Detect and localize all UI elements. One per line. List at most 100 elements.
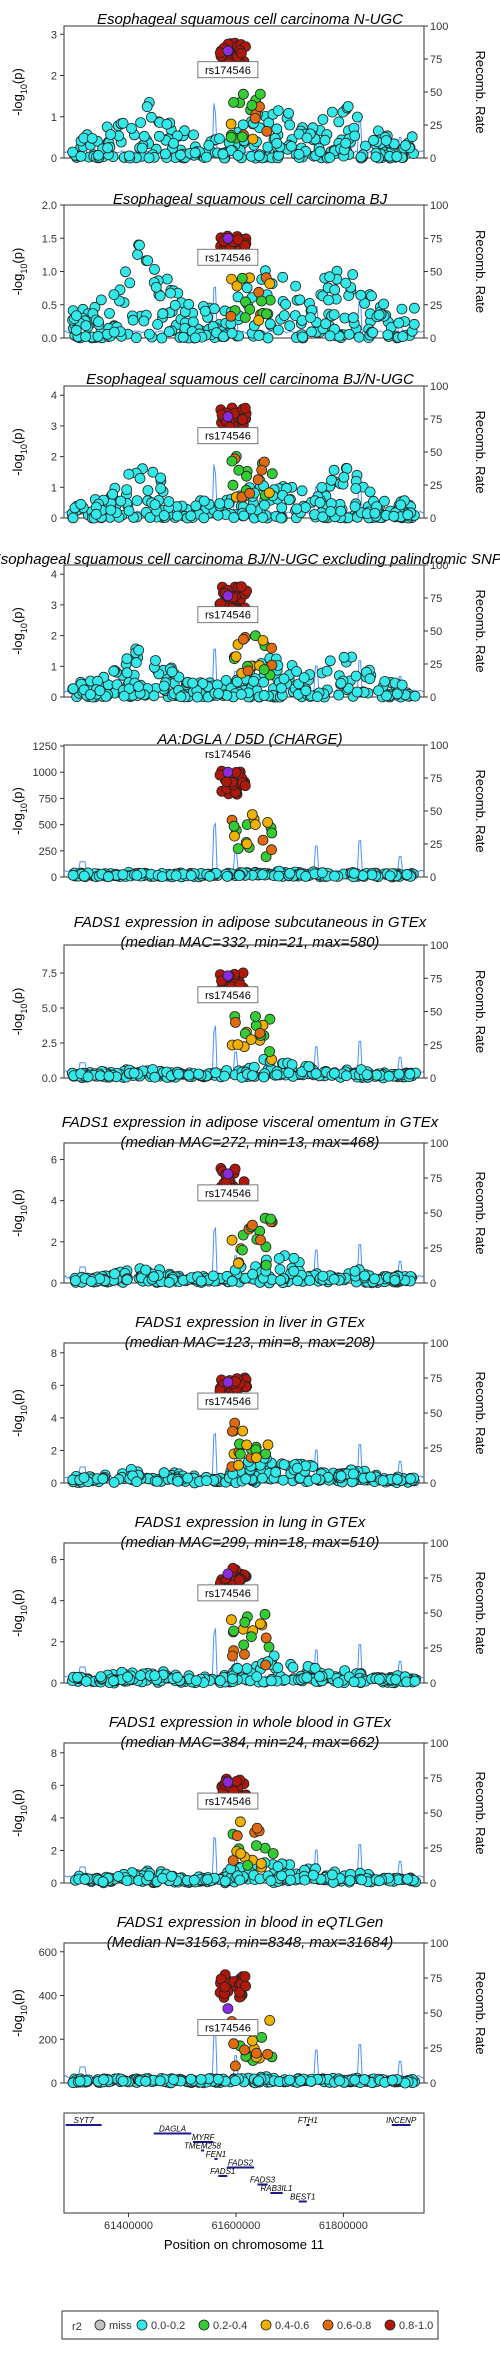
snp-point-r2-low — [143, 328, 155, 340]
y-tick-label: 3 — [51, 600, 57, 612]
snp-point-r2-low — [285, 140, 297, 152]
snp-point-r2-low — [97, 1876, 109, 1888]
snp-point-r2-low — [94, 685, 106, 697]
snp-point-r2-low — [75, 498, 87, 510]
panel-8: FADS1 expression in lung in GTEx(median … — [10, 1514, 488, 1690]
snp-point-r2-low — [82, 1071, 94, 1083]
snp-point-r2-low — [138, 315, 150, 327]
snp-point-r2-low — [105, 504, 117, 516]
snp-point-r2-low — [259, 499, 270, 511]
snp-point-r2-low — [231, 676, 243, 688]
y-axis-title: -log10(p) — [10, 988, 29, 1036]
snp-point-r2-high — [232, 234, 244, 246]
recomb-tick-label: 100 — [430, 1138, 448, 1150]
recomb-tick-label: 25 — [430, 839, 442, 851]
snp-point-r2-low — [373, 685, 384, 696]
lead-snp-label: rs174546 — [205, 610, 251, 622]
snp-point-r2-low — [177, 331, 189, 343]
snp-point-r2-low — [364, 673, 376, 685]
snp-point-r2-low — [340, 1070, 352, 1082]
snp-point-r2-mid — [256, 464, 268, 476]
snp-point-r2-low — [400, 140, 411, 151]
legend-title: r2 — [72, 2321, 82, 2333]
y-tick-label: 6 — [51, 1380, 57, 1392]
recomb-tick-label: 50 — [430, 2008, 442, 2020]
y-tick-label: 1.0 — [42, 267, 57, 279]
recomb-tick-label: 50 — [430, 447, 442, 459]
recomb-tick-label: 100 — [430, 1538, 448, 1550]
snp-point-r2-mid — [249, 112, 261, 124]
snp-point-r2-high — [235, 581, 247, 592]
y-tick-label: 2 — [51, 71, 57, 83]
snp-point-r2-low — [172, 1475, 184, 1487]
snp-point-r2-low — [305, 2075, 317, 2087]
snp-point-r2-low — [156, 871, 168, 882]
y-axis-title: -log10(p) — [10, 1589, 29, 1637]
snp-point-r2-low — [201, 1475, 212, 1487]
snp-point-r2-low — [379, 676, 391, 687]
recomb-tick-label: 100 — [430, 1338, 448, 1350]
snp-point-r2-low — [317, 511, 329, 523]
snp-point-r2-mid — [237, 633, 249, 645]
snp-point-r2-low — [214, 1675, 226, 1686]
legend-label: 0.6-0.8 — [337, 2320, 371, 2332]
y-tick-label: 2 — [51, 1237, 57, 1249]
snp-point-r2-low — [369, 1273, 380, 1285]
snp-point-r2-low — [367, 327, 379, 338]
recomb-tick-label: 25 — [430, 2043, 442, 2055]
snp-point-r2-low — [163, 326, 175, 338]
y-tick-label: 0 — [51, 1278, 57, 1290]
snp-point-r2-mid — [239, 312, 251, 324]
snp-point-r2-low — [366, 290, 377, 302]
recomb-tick-label: 50 — [430, 1408, 442, 1420]
snp-point-r2-low — [138, 130, 150, 142]
snp-point-r2-low — [335, 677, 347, 689]
snp-point-r2-mid — [225, 1614, 237, 1626]
snp-point-r2-low — [108, 665, 120, 677]
snp-point-r2-low — [132, 249, 143, 260]
y-tick-label: 200 — [39, 2034, 57, 2046]
recomb-tick-label: 0 — [430, 872, 436, 884]
y-axis-title: -log10(p) — [10, 1189, 29, 1237]
snp-point-r2-low — [121, 484, 133, 496]
snp-point-r2-mid — [246, 2035, 258, 2047]
snp-point-r2-low — [283, 1067, 295, 1079]
snp-point-r2-mid — [255, 1858, 267, 1869]
snp-point-r2-low — [201, 151, 212, 163]
recomb-tick-label: 0 — [430, 153, 436, 165]
y-tick-label: 0.0 — [42, 1073, 57, 1085]
snp-point-r2-low — [123, 468, 135, 480]
snp-point-r2-low — [300, 685, 312, 697]
panel-title: Esophageal squamous cell carcinoma N-UGC — [97, 11, 403, 28]
snp-point-r2-low — [108, 326, 120, 338]
snp-point-r2-low — [257, 512, 269, 523]
snp-point-r2-mid — [238, 1639, 250, 1651]
snp-point-r2-low — [382, 329, 394, 341]
snp-point-r2-low — [278, 310, 290, 321]
snp-point-r2-low — [391, 1474, 403, 1485]
lead-snp-label: rs174546 — [205, 1396, 251, 1408]
snp-point-r2-low — [161, 273, 173, 285]
recomb-axis-title: Recomb. Rate — [473, 230, 488, 313]
snp-point-r2-low — [150, 655, 161, 666]
snp-point-r2-high — [235, 47, 247, 59]
snp-point-r2-low — [220, 675, 232, 686]
snp-point-r2-low — [368, 134, 379, 146]
panel-title: FADS1 expression in lung in GTEx — [135, 1514, 366, 1531]
snp-point-r2-mid — [225, 310, 237, 322]
gene-label: DAGLA — [159, 2125, 186, 2134]
snp-point-r2-low — [157, 1872, 169, 1884]
snp-point-r2-low — [262, 332, 274, 344]
y-tick-label: 8 — [51, 1748, 57, 1760]
snp-point-r2-low — [109, 1268, 120, 1280]
snp-point-r2-low — [408, 302, 420, 314]
snp-point-r2-mid — [227, 1650, 238, 1662]
x-axis-title: Position on chromosome 11 — [164, 2237, 324, 2252]
snp-point-r2-low — [396, 303, 408, 315]
snp-point-r2-mid — [264, 1046, 276, 1057]
snp-point-r2-low — [159, 148, 171, 160]
recomb-tick-label: 25 — [430, 480, 442, 492]
snp-point-r2-mid — [237, 88, 249, 100]
lead-snp-point — [222, 1376, 234, 1388]
snp-point-r2-low — [328, 309, 340, 321]
